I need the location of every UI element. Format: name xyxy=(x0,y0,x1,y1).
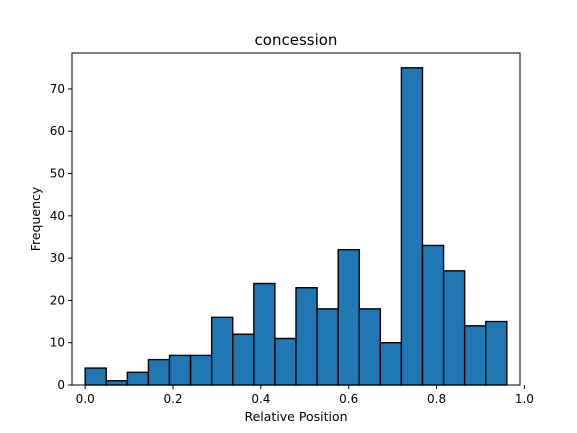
histogram-bar xyxy=(84,367,107,386)
histogram-bar xyxy=(189,354,213,386)
plot-frame xyxy=(71,52,521,386)
histogram-bar xyxy=(442,270,466,386)
x-tick-label: 0.8 xyxy=(427,392,446,406)
histogram-bar xyxy=(210,316,234,386)
x-tick-label: 0.2 xyxy=(163,392,182,406)
x-tick-label: 0.0 xyxy=(76,392,95,406)
histogram-bar xyxy=(379,342,403,386)
histogram-bar xyxy=(358,308,382,386)
x-tick-label: 1.0 xyxy=(515,392,534,406)
histogram-bar xyxy=(463,325,487,386)
histogram-bar xyxy=(147,358,171,386)
bars-group xyxy=(84,67,508,386)
histogram-bar xyxy=(253,282,276,386)
histogram-bar xyxy=(295,287,318,386)
histogram-bar xyxy=(232,333,255,386)
y-tick-label: 70 xyxy=(50,82,65,96)
histogram-bar xyxy=(316,308,339,386)
histogram-bar xyxy=(105,380,129,386)
chart-title: concession xyxy=(255,31,338,49)
histogram-bar xyxy=(400,67,424,386)
y-tick-label: 60 xyxy=(50,124,65,138)
x-axis-label: Relative Position xyxy=(244,409,347,424)
y-tick-label: 20 xyxy=(50,293,65,307)
histogram-bar xyxy=(274,337,297,386)
y-tick-label: 10 xyxy=(50,336,65,350)
y-axis-ticks: 0 10 20 30 40 50 60 70 xyxy=(50,82,72,392)
y-tick-label: 50 xyxy=(50,167,65,181)
histogram-bar xyxy=(421,244,445,386)
y-tick-label: 40 xyxy=(50,209,65,223)
x-axis-ticks: 0.0 0.2 0.4 0.6 0.8 1.0 xyxy=(76,385,534,406)
histogram-bar xyxy=(485,320,508,386)
histogram-bar xyxy=(126,371,150,386)
x-tick-label: 0.6 xyxy=(339,392,358,406)
histogram-bar xyxy=(168,354,192,386)
y-axis-label: Frequency xyxy=(28,186,43,251)
y-tick-label: 30 xyxy=(50,251,65,265)
x-tick-label: 0.4 xyxy=(251,392,270,406)
y-tick-label: 0 xyxy=(57,378,65,392)
histogram-bar xyxy=(337,248,360,386)
